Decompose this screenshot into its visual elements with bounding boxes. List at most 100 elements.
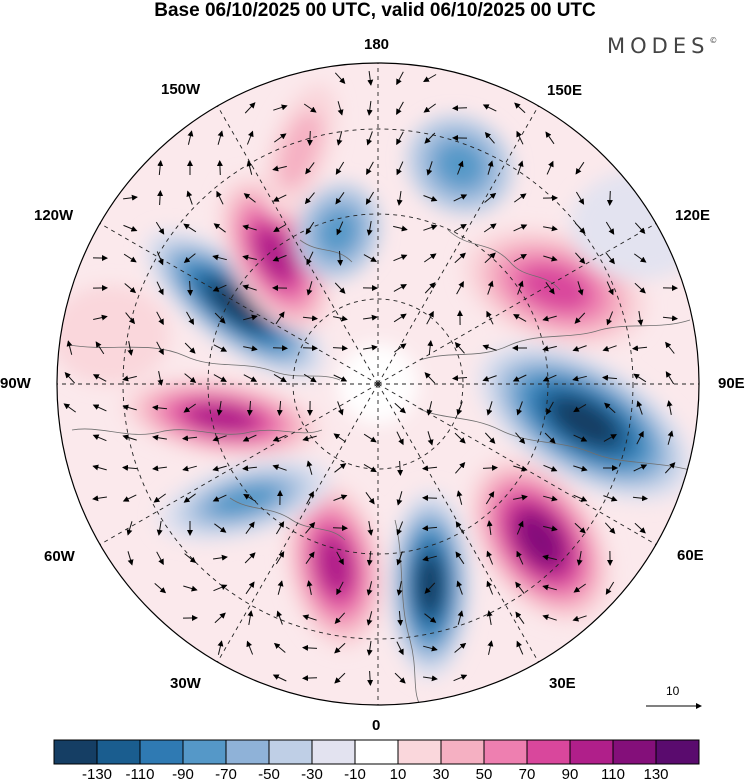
wind-vector — [184, 373, 197, 384]
wind-vector — [394, 402, 406, 414]
colorbar-swatch — [354, 739, 399, 765]
wind-vectors — [63, 71, 678, 686]
wind-vector — [485, 491, 495, 505]
wind-vector — [156, 311, 164, 326]
colorbar-tick: -10 — [344, 766, 366, 783]
wind-vector — [542, 315, 557, 322]
wind-vector — [337, 401, 344, 416]
wind-vector — [92, 464, 107, 471]
wind-vector — [363, 254, 377, 262]
meridian-line — [377, 383, 665, 550]
wind-vector — [95, 341, 105, 355]
colorbar-tick: 110 — [601, 766, 625, 783]
wind-vector — [666, 400, 673, 415]
wind-vector — [575, 191, 585, 205]
wind-vector — [122, 404, 137, 411]
wind-vector — [242, 284, 257, 291]
wind-vector — [397, 610, 404, 626]
lon-label-120e: 120E — [675, 207, 711, 224]
wind-vector — [187, 130, 194, 145]
wind-vector — [456, 490, 463, 505]
colorbar-swatch — [526, 739, 571, 765]
wind-vector — [216, 401, 223, 416]
wind-vector — [454, 341, 465, 354]
wind-vector — [603, 495, 618, 502]
wind-vector — [156, 521, 163, 536]
wind-vector — [304, 192, 315, 205]
wind-vector — [335, 192, 345, 205]
wind-vector — [63, 403, 76, 413]
wind-vector — [633, 373, 647, 383]
wind-vector — [514, 193, 527, 203]
wind-vector — [545, 131, 555, 145]
wind-vector — [513, 254, 527, 262]
wind-vector — [212, 435, 227, 442]
wind-vector — [455, 521, 465, 535]
wind-vector — [606, 190, 613, 206]
wind-vector — [516, 130, 524, 145]
colorbar-swatch — [53, 739, 98, 765]
wind-vector — [306, 491, 314, 505]
anomaly-contour — [317, 536, 353, 594]
wind-vector — [427, 340, 434, 356]
wind-vector — [276, 610, 283, 625]
wind-vector — [366, 131, 373, 146]
wind-vector — [272, 194, 287, 202]
wind-vector — [242, 254, 257, 261]
wind-vector — [634, 282, 646, 294]
wind-vector — [484, 432, 496, 444]
wind-vector — [92, 374, 107, 382]
anomaly-contour — [570, 170, 699, 280]
wind-vector — [302, 435, 317, 442]
wind-vector — [486, 310, 494, 325]
wind-vector — [334, 672, 346, 684]
wind-vector — [154, 583, 167, 594]
colorbar-swatch — [311, 739, 356, 765]
wind-vector — [213, 584, 228, 592]
wind-vector — [454, 252, 466, 264]
colorbar-tick-labels: -130 -110 -90 -70 -50 -30 -10 10 30 50 7… — [0, 766, 750, 783]
wind-vector — [272, 464, 287, 471]
wind-vector — [302, 614, 317, 621]
wind-vector — [363, 314, 378, 321]
wind-vector — [306, 251, 314, 266]
wind-vector — [397, 460, 404, 476]
wind-vector — [453, 194, 468, 202]
wind-vector — [603, 434, 617, 442]
wind-vector — [517, 160, 524, 175]
latitude-circle — [122, 128, 634, 640]
wind-vector — [542, 554, 557, 561]
wind-vector — [577, 281, 584, 296]
wind-vector — [333, 315, 348, 322]
wind-vector — [123, 194, 138, 201]
wind-vector — [487, 160, 494, 175]
wind-vector — [454, 642, 467, 653]
wind-vector — [275, 551, 285, 565]
wind-vector — [393, 313, 407, 323]
wind-vector — [575, 161, 585, 175]
wind-vector — [572, 615, 587, 622]
wind-vector — [214, 612, 226, 624]
wind-vector — [156, 281, 164, 296]
wind-vector — [337, 250, 344, 266]
wind-vector — [92, 495, 107, 502]
wind-vector — [272, 254, 287, 262]
wind-vector — [123, 253, 137, 263]
wind-vector — [155, 221, 165, 235]
wind-vector — [513, 224, 528, 232]
wind-vector — [456, 281, 464, 295]
wind-vector — [244, 552, 256, 564]
anomaly-contour — [278, 110, 322, 190]
wind-vector — [424, 253, 437, 263]
wind-vector — [455, 461, 466, 474]
wind-vector — [186, 190, 193, 205]
wind-vector — [305, 521, 316, 534]
anomaly-contour — [552, 398, 618, 446]
wind-vector — [127, 551, 134, 566]
wind-vector — [275, 311, 285, 325]
wind-vector — [306, 460, 313, 475]
wind-vector — [396, 581, 403, 596]
wind-vector — [517, 280, 524, 295]
wind-vector — [542, 374, 557, 382]
wind-vector — [214, 523, 227, 533]
